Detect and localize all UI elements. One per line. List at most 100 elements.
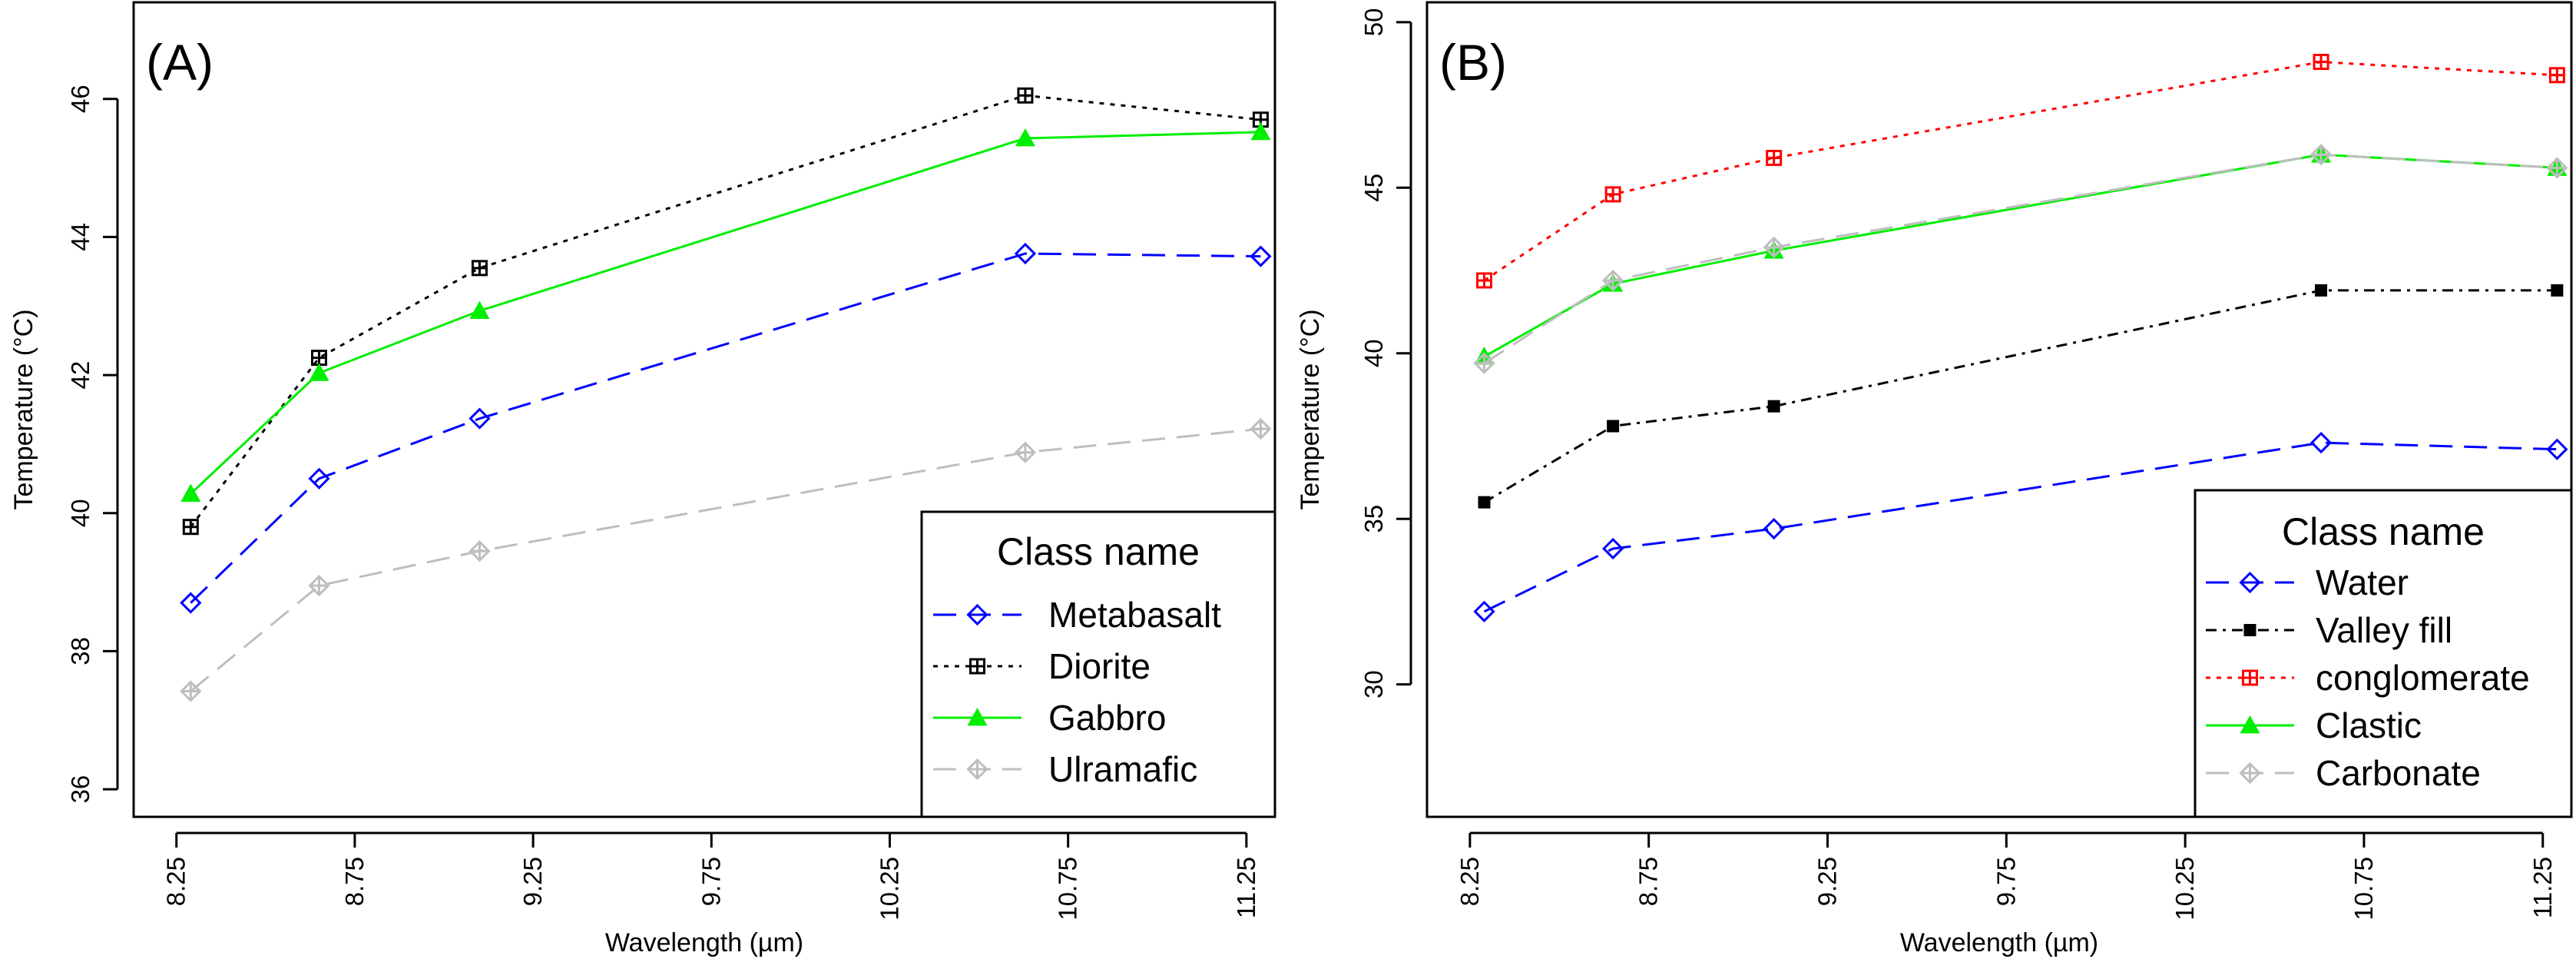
y-tick-label: 44 [66,223,94,251]
legend-marker [2242,669,2258,686]
plot-frame [1425,1,2573,818]
series-line [190,94,1261,528]
data-point [1250,418,1272,440]
legend-entry-conglomerate: conglomerate [2206,658,2530,698]
data-point [469,407,491,430]
legend-marker [2243,624,2256,636]
data-point [1014,441,1037,463]
data-point [1478,496,1491,509]
data-point [2313,54,2329,71]
legend-label: Carbonate [2316,753,2481,793]
data-point [1767,400,1780,413]
data-point [1763,236,1785,258]
x-tick-label: 9.75 [697,857,725,906]
series-line [1483,441,2558,613]
legend: Class name Metabasalt Diorite Gabbro Ulramaf… [920,510,1276,818]
legend-marker [966,758,988,781]
data-point [1763,518,1785,540]
series-water [1473,431,2568,622]
x-tick-label: 9.25 [518,857,547,906]
data-point [309,363,329,381]
series-diorite [182,87,1269,536]
legend-entry-metabasalt: Metabasalt [933,595,1221,635]
y-tick-label: 42 [66,361,94,390]
data-point [1015,128,1035,147]
legend-entry-clastic: Clastic [2206,705,2422,745]
y-tick-label: 50 [1359,8,1388,36]
panel-label: (B) [1439,34,1507,91]
x-tick-label: 8.25 [162,857,190,906]
legend-label: Water [2316,562,2409,602]
x-tick-label: 8.75 [340,857,369,906]
series-line [1483,289,2558,503]
data-point [2309,431,2333,454]
series-carbonate [1473,144,2568,374]
data-point [1250,121,1271,141]
legend-title: Class name [2282,510,2485,553]
legend-label: Diorite [1048,646,1151,686]
data-point [2548,67,2565,84]
x-tick-label: 11.25 [2528,857,2557,918]
series-conglomerate [1476,54,2565,289]
legend-label: Gabbro [1048,698,1166,738]
legend-entry-ulramafic: Ulramafic [933,749,1197,789]
data-point [2309,144,2333,166]
data-point [1476,272,1492,289]
y-tick-label: 38 [66,637,94,665]
legend-label: Metabasalt [1048,595,1221,635]
data-point [2546,438,2568,460]
series-gabbro [180,121,1271,502]
legend-marker [2239,762,2261,785]
legend-label: Valley fill [2316,610,2452,650]
x-tick-label: 10.25 [2170,857,2199,921]
y-axis-title: Temperature (°C) [1296,309,1325,509]
data-point [308,574,330,597]
data-point [180,483,201,502]
legend-box [2194,489,2573,818]
legend-label: Clastic [2316,705,2422,745]
data-point [469,300,490,319]
panel-label: (A) [146,34,214,91]
series-valley-fill [1478,284,2564,509]
series-line [190,252,1261,604]
series-metabasalt [180,242,1272,614]
x-tick-label: 10.75 [2349,857,2378,921]
data-point [180,680,202,702]
x-tick-label: 8.25 [1455,857,1484,906]
data-point [1473,352,1495,374]
legend-marker [2240,715,2260,734]
data-point [1014,242,1037,265]
data-point [1607,420,1620,433]
series-line [190,131,1261,495]
legend-entry-diorite: Diorite [933,646,1151,686]
y-axis-title: Temperature (°C) [9,309,38,509]
x-tick-label: 9.25 [1813,857,1842,906]
x-tick-label: 10.25 [875,857,903,921]
x-tick-label: 8.75 [1634,857,1663,906]
x-axis-title: Wavelength (µm) [605,928,803,957]
legend-label: conglomerate [2316,658,2530,698]
series-clastic [1474,144,2568,365]
data-point [469,540,491,562]
data-point [2315,284,2328,297]
legend-marker [969,658,985,675]
x-tick-label: 11.25 [1232,857,1260,918]
y-tick-label: 30 [1359,670,1388,699]
series-line [1483,153,2558,358]
series-line [1483,153,2558,364]
series-ulramafic [180,418,1272,702]
data-point [1766,150,1783,167]
x-axis-title: Wavelength (µm) [1900,928,2098,957]
legend-marker [2239,571,2261,594]
legend-entry-water: Water [2206,562,2409,602]
data-point [1602,537,1624,560]
legend-marker [967,708,988,726]
legend-marker [966,603,988,626]
y-tick-label: 40 [66,499,94,527]
legend-box [920,510,1276,818]
y-tick-label: 35 [1359,505,1388,533]
panel-b: 8.25 8.75 9.25 9.75 10.25 10.75 11.25 30 35 40 45 5… [1296,1,2573,957]
plot-frame [132,1,1276,818]
legend-label: Ulramafic [1048,749,1197,789]
